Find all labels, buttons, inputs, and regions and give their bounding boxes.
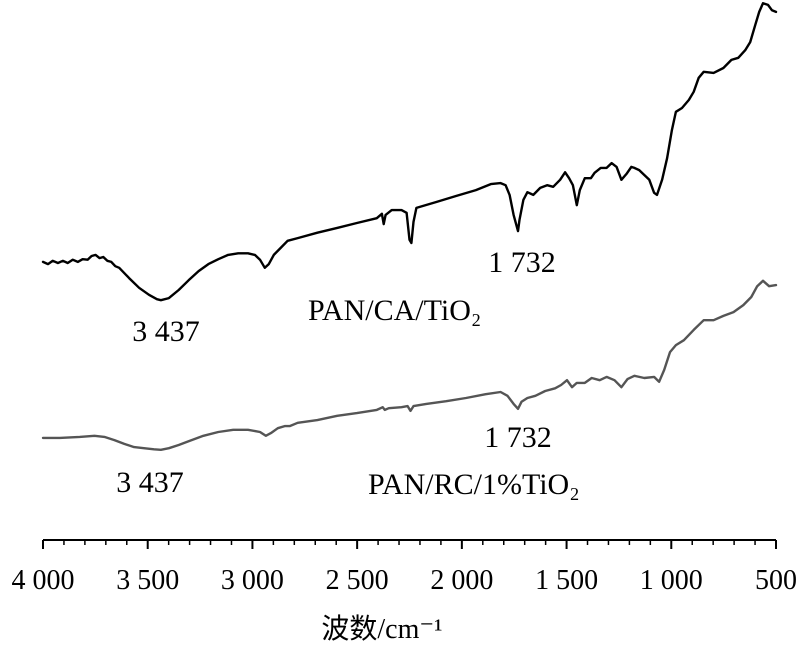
series-line-2	[41, 279, 778, 451]
series-layer	[41, 2, 778, 451]
peak-label-series-1-1732: 1 732	[488, 246, 556, 279]
series-label-1: PAN/CA/TiO₂	[308, 294, 481, 327]
peak-label-series-2-3437: 3 437	[116, 466, 184, 499]
peak-label-series-2-1732: 1 732	[484, 421, 552, 454]
series-label-2: PAN/RC/1%TiO₂	[368, 468, 580, 501]
x-tick-label-3000: 3 000	[221, 565, 284, 596]
x-tick-label-1500: 1 500	[535, 565, 598, 596]
series-line-1	[41, 2, 778, 302]
peak-label-series-1-3437: 3 437	[132, 315, 200, 348]
x-tick-label-2000: 2 000	[430, 565, 493, 596]
x-tick-label-2500: 2 500	[326, 565, 389, 596]
x-tick-label-500: 500	[755, 565, 797, 596]
x-tick-label-1000: 1 000	[640, 565, 703, 596]
x-axis-ticks: 4 000 3 500 3 000 2 500 2 000 1 500 1 000 500	[12, 540, 797, 596]
x-tick-label-4000: 4 000	[12, 565, 75, 596]
x-tick-label-3500: 3 500	[116, 565, 179, 596]
x-axis-label: 波数/cm⁻¹	[321, 613, 442, 645]
